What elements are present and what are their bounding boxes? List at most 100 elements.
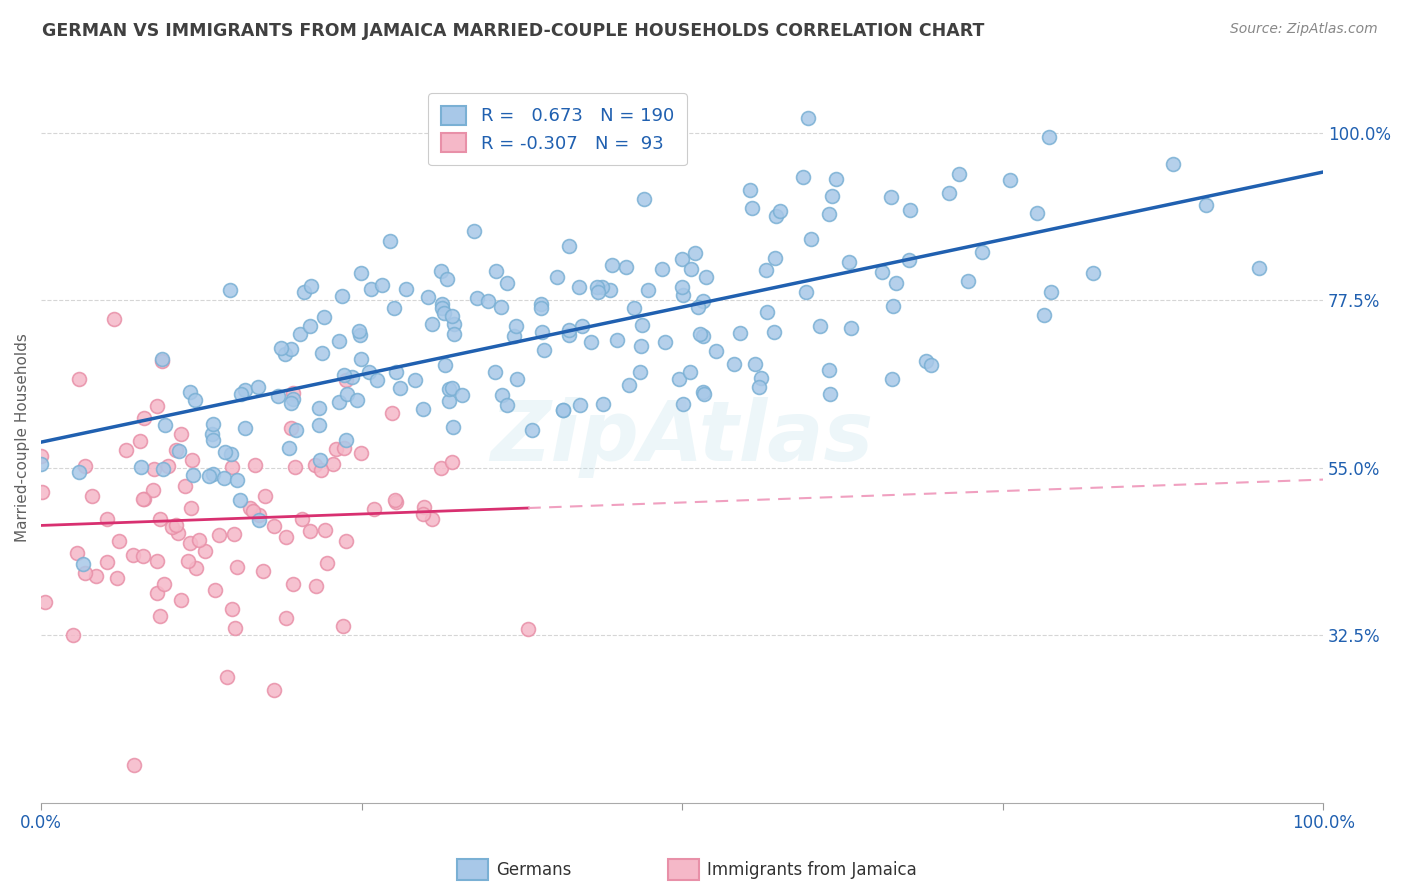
Point [599, 283, 621, 297]
Point [346, 392, 368, 407]
Point [129, 460, 152, 475]
Point [146, 554, 169, 568]
Point [132, 411, 155, 425]
Point [152, 577, 174, 591]
Point [606, 333, 628, 347]
Point [553, 403, 575, 417]
Point [671, 287, 693, 301]
Point [222, 526, 245, 541]
Point [671, 252, 693, 267]
Point [150, 354, 173, 368]
Point [305, 579, 328, 593]
Point [249, 513, 271, 527]
Point [252, 564, 274, 578]
Point [330, 289, 353, 303]
Point [180, 501, 202, 516]
Point [880, 372, 903, 386]
Point [614, 260, 637, 274]
Point [332, 441, 354, 455]
Point [404, 373, 426, 387]
Point [67, 372, 90, 386]
Point [204, 583, 226, 598]
Point [179, 384, 201, 399]
Point [333, 368, 356, 382]
Point [188, 533, 211, 547]
Point [322, 458, 344, 472]
Point [693, 387, 716, 401]
Point [75, 459, 97, 474]
Point [530, 297, 553, 311]
Point [631, 318, 654, 333]
Point [157, 459, 180, 474]
Point [956, 275, 979, 289]
Point [558, 239, 581, 253]
Point [316, 556, 339, 570]
Point [491, 388, 513, 402]
Point [496, 398, 519, 412]
Point [328, 334, 350, 348]
Point [382, 301, 405, 315]
Point [586, 280, 609, 294]
Point [692, 328, 714, 343]
Point [412, 401, 434, 416]
Point [226, 560, 249, 574]
Point [434, 358, 457, 372]
Point [441, 309, 464, 323]
Point [246, 380, 269, 394]
Point [740, 183, 762, 197]
Point [433, 306, 456, 320]
Point [998, 173, 1021, 187]
Point [1083, 266, 1105, 280]
Point [62, 628, 84, 642]
Point [389, 381, 412, 395]
Point [484, 264, 506, 278]
Point [170, 426, 193, 441]
Point [558, 328, 581, 343]
Point [96, 555, 118, 569]
Point [170, 593, 193, 607]
Point [495, 276, 517, 290]
Point [66, 546, 89, 560]
Point [308, 401, 330, 415]
Point [430, 461, 453, 475]
Point [384, 492, 406, 507]
Point [1025, 205, 1047, 219]
Point [214, 445, 236, 459]
Point [167, 443, 190, 458]
Point [233, 383, 256, 397]
Point [214, 470, 236, 484]
Point [160, 520, 183, 534]
Point [150, 352, 173, 367]
Point [263, 519, 285, 533]
Point [340, 370, 363, 384]
Point [533, 343, 555, 358]
Point [208, 527, 231, 541]
Point [371, 277, 394, 292]
Point [884, 276, 907, 290]
Point [602, 258, 624, 272]
Point [84, 569, 107, 583]
Point [243, 458, 266, 472]
Point [299, 524, 322, 539]
Point [132, 549, 155, 563]
Point [281, 386, 304, 401]
Point [221, 601, 243, 615]
Point [465, 291, 488, 305]
Point [153, 418, 176, 433]
Point [756, 305, 779, 319]
Point [221, 459, 243, 474]
Point [274, 530, 297, 544]
Text: Germans: Germans [496, 861, 572, 879]
Point [149, 609, 172, 624]
Point [165, 518, 187, 533]
Point [769, 203, 792, 218]
Point [938, 186, 960, 201]
Point [145, 399, 167, 413]
Point [124, 758, 146, 772]
Point [231, 387, 253, 401]
Point [422, 317, 444, 331]
Text: Source: ZipAtlas.com: Source: ZipAtlas.com [1230, 22, 1378, 37]
Point [443, 317, 465, 331]
Point [763, 326, 786, 340]
Point [436, 272, 458, 286]
